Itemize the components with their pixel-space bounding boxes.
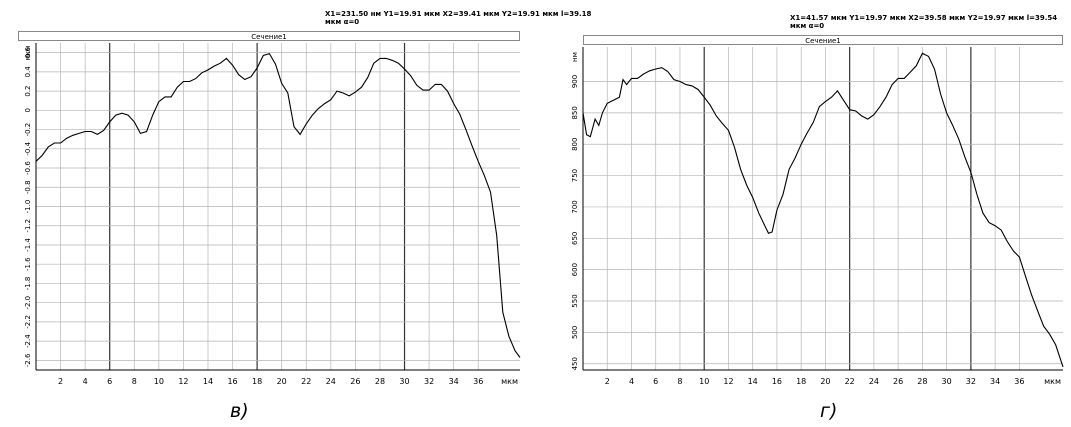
x-tick-label: 12: [723, 377, 733, 386]
x-axis-label: мкм: [1044, 377, 1061, 386]
y-tick-label: -1.2: [24, 219, 32, 233]
y-tick-label: -0.2: [24, 123, 32, 137]
panel-v: X1=231.50 нм Y1=19.91 мкм X2=39.41 мкм Y…: [0, 0, 591, 427]
x-tick-label: 32: [424, 377, 434, 386]
x-tick-label: 18: [252, 377, 262, 386]
series-line: [582, 52, 1064, 368]
x-tick-label: 16: [772, 377, 782, 386]
caption: в): [230, 400, 249, 422]
info-line-2: мкм α=0: [790, 22, 825, 30]
y-tick-label: -1.8: [24, 277, 32, 291]
x-tick-label: 32: [966, 377, 976, 386]
x-tick-label: 12: [178, 377, 188, 386]
y-tick-label: -1.4: [24, 238, 32, 252]
section-title: Сечение1: [583, 35, 1063, 45]
info-text: X1=41.57 мкм Y1=19.97 мкм X2=39.58 мкм Y…: [790, 14, 1057, 30]
y-tick-label: 850: [571, 106, 579, 119]
x-tick-label: 26: [893, 377, 903, 386]
x-tick-label: 14: [203, 377, 213, 386]
section-title: Сечение1: [18, 31, 520, 41]
x-tick-label: 6: [107, 377, 112, 386]
info-line-2: мкм α=0: [325, 18, 360, 26]
x-tick-label: 14: [748, 377, 758, 386]
y-tick-label: 700: [571, 200, 579, 213]
y-tick-label: -1.0: [24, 200, 32, 214]
x-tick-label: 10: [154, 377, 164, 386]
x-tick-label: 30: [399, 377, 409, 386]
y-tick-label: 0.4: [24, 66, 32, 78]
x-tick-label: 24: [869, 377, 879, 386]
y-tick-label: -0.6: [24, 161, 32, 175]
x-tick-label: 30: [942, 377, 952, 386]
x-tick-label: 20: [820, 377, 830, 386]
x-tick-label: 10: [699, 377, 709, 386]
y-tick-label: -0.4: [24, 141, 32, 155]
x-tick-label: 36: [1014, 377, 1024, 386]
y-tick-label: -2.4: [24, 334, 32, 348]
y-tick-label: 900: [571, 75, 579, 88]
info-line-1: X1=231.50 нм Y1=19.91 мкм X2=39.41 мкм Y…: [325, 10, 592, 18]
x-tick-label: 18: [796, 377, 806, 386]
series-line: [35, 52, 521, 358]
x-tick-label: 2: [605, 377, 610, 386]
x-tick-label: 8: [132, 377, 137, 386]
y-tick-label: -1.6: [24, 257, 32, 271]
x-tick-label: 34: [449, 377, 459, 386]
x-tick-label: 4: [629, 377, 634, 386]
y-tick-label: -2.0: [24, 296, 32, 310]
y-tick-label: 0: [24, 108, 32, 112]
info-text: X1=231.50 нм Y1=19.91 мкм X2=39.41 мкм Y…: [325, 10, 591, 26]
x-tick-label: 24: [326, 377, 336, 386]
y-tick-label: -0.8: [24, 180, 32, 194]
y-tick-label: 550: [571, 294, 579, 307]
x-tick-label: 36: [473, 377, 483, 386]
info-line-1: X1=41.57 мкм Y1=19.97 мкм X2=39.58 мкм Y…: [790, 14, 1058, 22]
x-tick-label: 28: [375, 377, 385, 386]
y-tick-label: 800: [571, 138, 579, 151]
x-tick-label: 34: [990, 377, 1000, 386]
x-tick-label: 26: [350, 377, 360, 386]
y-tick-label: -2.6: [24, 353, 32, 367]
y-axis-label: мкм: [24, 46, 32, 61]
x-tick-label: 20: [277, 377, 287, 386]
x-tick-label: 16: [227, 377, 237, 386]
y-tick-label: 0.6: [24, 47, 32, 59]
y-axis-label: нм: [571, 52, 579, 62]
y-tick-label: 650: [571, 232, 579, 245]
y-tick-label: -2.2: [24, 315, 32, 329]
x-tick-label: 22: [301, 377, 311, 386]
x-tick-label: 8: [677, 377, 682, 386]
y-tick-label: 600: [571, 263, 579, 276]
x-tick-label: 4: [83, 377, 88, 386]
y-tick-label: 500: [571, 326, 579, 339]
caption: г): [820, 400, 838, 422]
y-tick-label: 450: [571, 357, 579, 370]
y-tick-label: 750: [571, 169, 579, 182]
x-tick-label: 22: [845, 377, 855, 386]
x-tick-label: 2: [58, 377, 63, 386]
x-tick-label: 28: [917, 377, 927, 386]
x-axis-label: мкм: [501, 377, 518, 386]
y-tick-label: 0.2: [24, 86, 32, 97]
x-tick-label: 6: [653, 377, 658, 386]
chart-v: 2 4 6 8 10 12 14 16 18 20 22 24 26 28 30 32 34 360.60.40.…: [24, 43, 521, 386]
